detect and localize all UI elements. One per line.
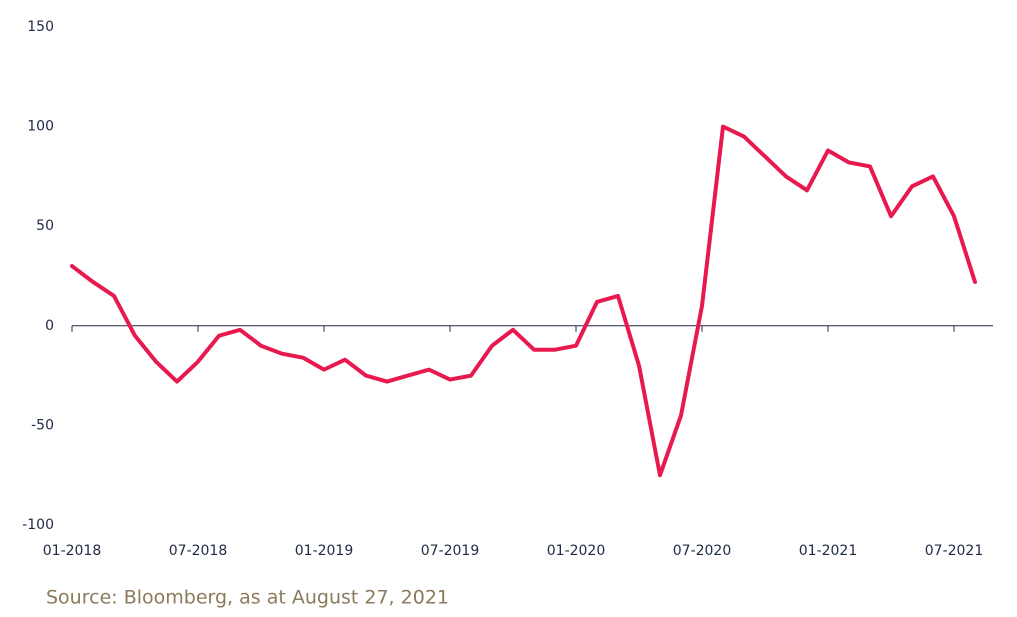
y-tick-label: -100 [22,517,54,533]
source-note: Source: Bloomberg, as at August 27, 2021 [46,587,449,609]
y-tick-label: 50 [36,218,54,234]
data-line [70,124,977,478]
y-tick-label: 0 [45,318,54,334]
y-tick-label: -50 [31,417,54,433]
x-tick-label: 01-2021 [799,543,858,559]
x-tick-label: 01-2019 [295,543,354,559]
y-tick-label: 150 [27,19,54,35]
x-tick-label: 01-2020 [547,543,606,559]
x-tick-label: 07-2019 [421,543,480,559]
y-tick-label: 100 [27,119,54,135]
x-tick-label: 01-2018 [43,543,102,559]
x-tick-label: 07-2020 [673,543,732,559]
x-tick-label: 07-2018 [169,543,228,559]
x-tick-label: 07-2021 [925,543,984,559]
